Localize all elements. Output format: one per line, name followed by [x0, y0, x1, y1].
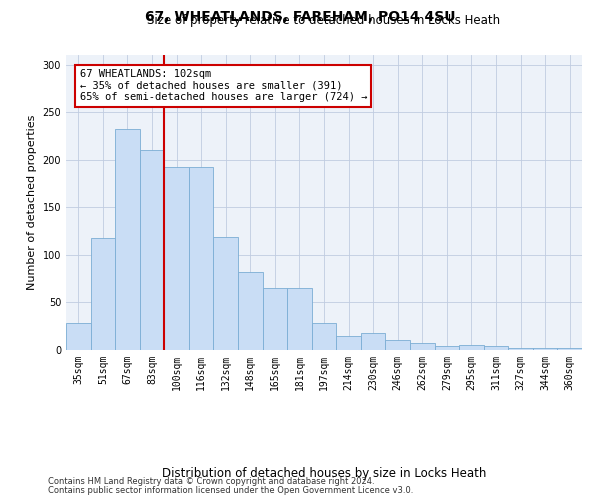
Bar	[336, 336, 361, 350]
Bar	[238, 272, 263, 350]
Text: Contains HM Land Registry data © Crown copyright and database right 2024.: Contains HM Land Registry data © Crown c…	[48, 477, 374, 486]
Y-axis label: Number of detached properties: Number of detached properties	[27, 115, 37, 290]
Bar	[385, 340, 410, 350]
Bar	[287, 288, 312, 350]
Bar	[189, 168, 214, 350]
Title: Size of property relative to detached houses in Locks Heath: Size of property relative to detached ho…	[148, 14, 500, 28]
Text: 67, WHEATLANDS, FAREHAM, PO14 4SU: 67, WHEATLANDS, FAREHAM, PO14 4SU	[145, 10, 455, 24]
Bar	[557, 348, 582, 350]
Bar	[459, 345, 484, 350]
Bar	[508, 348, 533, 350]
Bar	[434, 346, 459, 350]
Text: 67 WHEATLANDS: 102sqm
← 35% of detached houses are smaller (391)
65% of semi-det: 67 WHEATLANDS: 102sqm ← 35% of detached …	[80, 70, 367, 102]
Bar	[115, 129, 140, 350]
Bar	[66, 324, 91, 350]
Bar	[533, 348, 557, 350]
Text: Contains public sector information licensed under the Open Government Licence v3: Contains public sector information licen…	[48, 486, 413, 495]
X-axis label: Distribution of detached houses by size in Locks Heath: Distribution of detached houses by size …	[162, 466, 486, 479]
Bar	[91, 238, 115, 350]
Bar	[263, 288, 287, 350]
Bar	[484, 346, 508, 350]
Bar	[410, 344, 434, 350]
Bar	[164, 168, 189, 350]
Bar	[312, 324, 336, 350]
Bar	[140, 150, 164, 350]
Bar	[361, 333, 385, 350]
Bar	[214, 237, 238, 350]
